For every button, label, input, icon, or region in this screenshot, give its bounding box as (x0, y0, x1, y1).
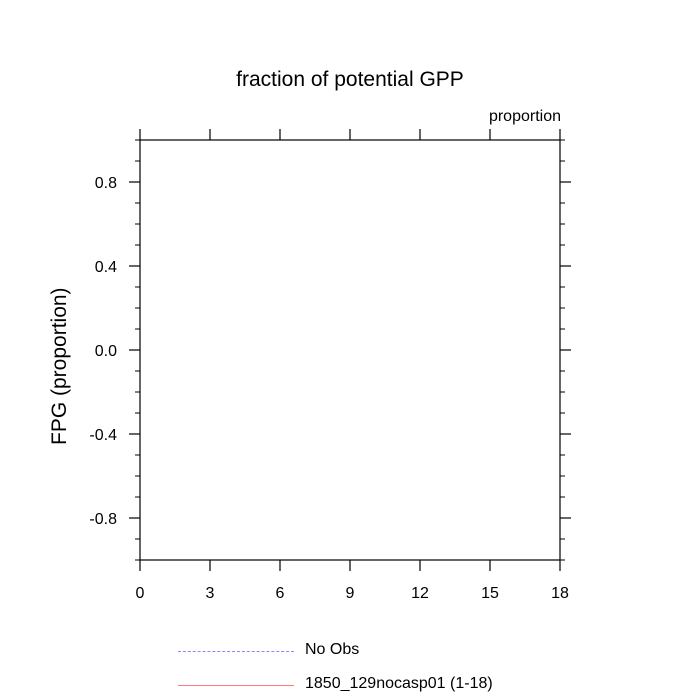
x-tick-label: 9 (346, 585, 355, 602)
axes (139, 139, 561, 561)
units-label: proportion (488, 108, 561, 125)
legend-swatch-solid (178, 685, 294, 686)
x-tick-label: 18 (551, 585, 569, 602)
y-tick-label: -0.4 (89, 427, 117, 444)
y-ticks: 0.8 0.4 0.0 -0.4 -0.8 (89, 139, 571, 561)
legend-label: No Obs (305, 641, 360, 658)
x-ticks: 0 3 6 9 12 15 18 (136, 129, 569, 602)
x-tick-label: 15 (481, 585, 499, 602)
y-tick-label: 0.8 (95, 175, 117, 192)
legend: No Obs 1850_129nocasp01 (1-18) (178, 640, 578, 700)
x-tick-label: 0 (136, 585, 145, 602)
legend-item-1: 1850_129nocasp01 (1-18) (178, 674, 578, 700)
plot-frame (139, 139, 561, 561)
x-tick-label: 6 (276, 585, 285, 602)
y-tick-label: -0.8 (89, 511, 117, 528)
legend-swatch-dashed (178, 651, 294, 652)
legend-item-0: No Obs (178, 640, 578, 666)
chart-title: fraction of potential GPP (236, 68, 464, 91)
x-tick-label: 3 (206, 585, 215, 602)
y-tick-label: 0.0 (95, 343, 117, 360)
x-tick-label: 12 (411, 585, 429, 602)
legend-label: 1850_129nocasp01 (1-18) (305, 675, 493, 692)
y-tick-label: 0.4 (95, 259, 117, 276)
